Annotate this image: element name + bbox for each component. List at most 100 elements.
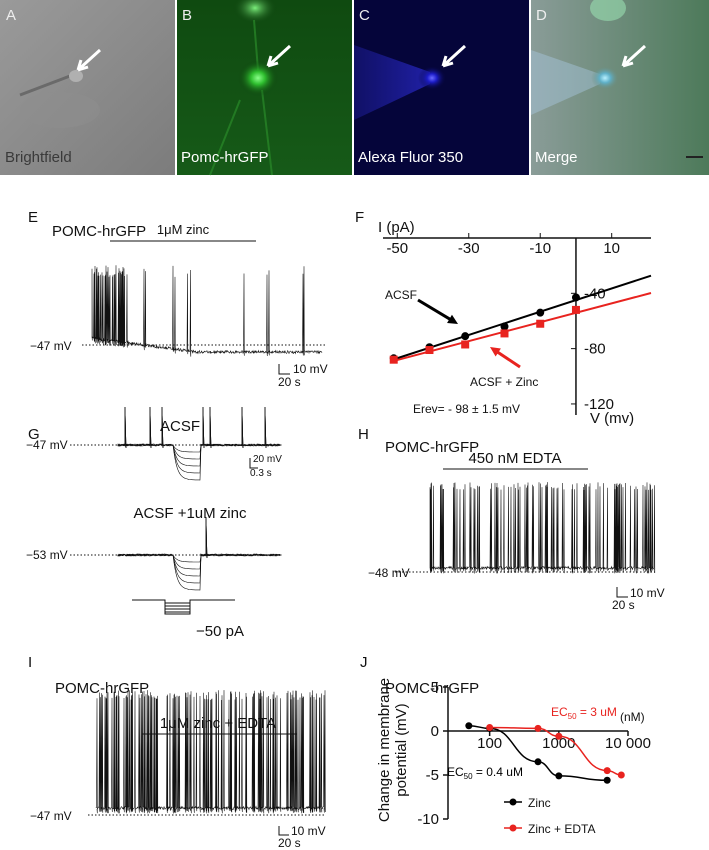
membrane-potential: −47 mV [30, 809, 72, 823]
data-point [389, 355, 398, 364]
fit-line [393, 274, 652, 361]
data-point [461, 332, 470, 341]
data-point [465, 722, 473, 730]
data-point [534, 758, 542, 766]
scale-time: 20 s [612, 598, 635, 612]
panel-letter: F [355, 209, 364, 226]
image-label: Merge [535, 149, 578, 166]
x-axis-unit: (nM) [620, 710, 645, 724]
voltage-trace [117, 553, 281, 584]
arrow [76, 48, 102, 72]
panel-letter: G [28, 426, 40, 443]
step-label: −50 pA [196, 623, 244, 640]
data-point [536, 319, 545, 328]
fit-line [393, 292, 652, 362]
panel-letter: J [360, 654, 368, 671]
scale-time: 0.3 s [250, 468, 272, 479]
image [0, 0, 175, 175]
ec50-prefix: EC [551, 705, 568, 719]
panel-j: J POMC-hrGFP Change in membrane potentia… [360, 654, 651, 836]
ec50-rest: = 3 uM [577, 705, 617, 719]
legend-marker [509, 798, 517, 806]
panel-h: H POMC-hrGFP 450 nM EDTA −48 mV 10 mV 20… [358, 426, 665, 612]
scale-time: 20 s [278, 836, 301, 850]
x-axis-label: V (mv) [590, 410, 634, 427]
x-tick-label: 1000 [542, 735, 575, 752]
data-point [425, 346, 434, 355]
legend-marker [509, 824, 517, 832]
y-axis-label: Change in membrane [376, 678, 393, 822]
ec50-label: EC50 = 0.4 uM [447, 765, 523, 781]
panel-title: POMC-hrGFP [55, 680, 149, 697]
panel-title: POMC-hrGFP [385, 680, 479, 697]
scale-voltage: 10 mV [293, 362, 328, 376]
arrow [494, 349, 521, 369]
scale-time: 20 s [278, 375, 301, 389]
membrane-potential: −53 mV [26, 548, 68, 562]
panel-letter: B [182, 7, 192, 24]
arrow-head [447, 314, 458, 324]
panel-letter: C [359, 7, 370, 24]
scale-voltage: 10 mV [630, 586, 665, 600]
data-point [486, 723, 494, 731]
panel-title: POMC-hrGFP [52, 223, 146, 240]
series-label: ACSF [385, 288, 417, 302]
y-axis-label: I (pA) [378, 219, 415, 236]
x-tick-label: -10 [529, 240, 551, 257]
x-tick-label: 10 [603, 240, 620, 257]
panel-f: F I (pA) V (mv) Erev= - 98 ± 1.5 mV -50 -… [355, 209, 652, 427]
arrow [621, 44, 647, 68]
y-tick-label: -5 [426, 767, 439, 784]
voltage-trace [91, 265, 323, 357]
membrane-potential: −47 mV [26, 438, 68, 452]
panel-i: I POMC-hrGFP 1μM zinc + EDTA −47 mV 10 m… [28, 654, 326, 850]
data-point [461, 340, 470, 349]
data-point [500, 322, 509, 331]
panel-letter: E [28, 209, 38, 226]
annotation: Erev= - 98 ± 1.5 mV [413, 402, 520, 416]
legend-label: Zinc [528, 796, 551, 810]
ec50-subscript: 50 [464, 772, 473, 781]
ec50-rest: = 0.4 uM [473, 765, 523, 779]
x-tick-label: 100 [477, 735, 502, 752]
voltage-trace [117, 443, 280, 481]
voltage-trace [95, 690, 326, 814]
voltage-trace [117, 553, 281, 591]
scale-bar [278, 826, 289, 836]
step-protocol [132, 599, 235, 615]
data-point [555, 732, 563, 740]
y-tick-label: -80 [584, 341, 606, 358]
x-tick-label: -30 [458, 240, 480, 257]
y-tick-label: 5 [431, 679, 439, 696]
panel-a: A Brightfield [0, 0, 175, 175]
panel-e: E POMC-hrGFP 1μM zinc −47 mV 10 mV 20 s [28, 209, 328, 389]
panel-letter: H [358, 426, 369, 443]
scale-voltage: 10 mV [291, 824, 326, 838]
data-point [571, 305, 580, 314]
image [531, 0, 709, 175]
x-tick-label: 10 000 [605, 735, 651, 752]
y-tick-label: -10 [417, 811, 439, 828]
arrow [266, 44, 292, 68]
panel-g: G ACSF −47 mV 20 mV 0.3 s ACSF +1uM zinc… [26, 406, 282, 640]
data-point [603, 767, 611, 775]
y-tick-label: -120 [584, 396, 614, 413]
image-label: Alexa Fluor 350 [358, 149, 463, 166]
membrane-potential: −47 mV [30, 339, 72, 353]
arrow [417, 298, 454, 323]
scale-bar [278, 364, 290, 375]
image-label: Brightfield [5, 149, 72, 166]
arrow [441, 44, 467, 68]
voltage-trace [117, 516, 281, 577]
y-tick-label: 0 [431, 723, 439, 740]
panel-d: D Merge [531, 0, 709, 175]
data-point [617, 771, 625, 779]
x-tick-label: -50 [386, 240, 408, 257]
legend-label: Zinc + EDTA [528, 822, 595, 836]
panel-letter: I [28, 654, 32, 671]
series-label: ACSF + Zinc [470, 375, 538, 389]
y-axis-label: potential (mV) [393, 703, 410, 796]
panel-title: POMC-hrGFP [385, 439, 479, 456]
image-label: Pomc-hrGFP [181, 149, 269, 166]
